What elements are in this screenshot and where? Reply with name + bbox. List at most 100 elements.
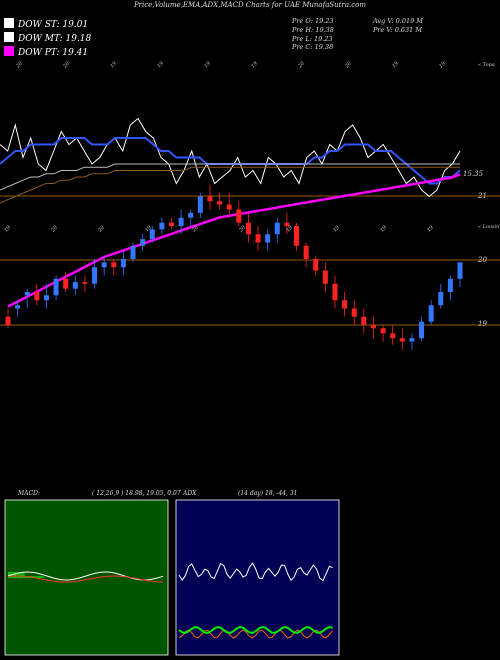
candle-body	[332, 283, 338, 301]
candle-body	[380, 328, 386, 334]
ema-date-tick: 20	[296, 60, 306, 70]
macd-histogram-bar	[23, 572, 25, 578]
candle-body	[72, 282, 78, 289]
candle-body	[274, 222, 280, 235]
macd-histogram-bar	[35, 576, 37, 578]
ema-date-tick: 20	[61, 60, 71, 70]
adx-minus-di-line	[178, 629, 333, 639]
ema-date-tick: 19	[156, 60, 165, 69]
info-high: Pre H: 19.38	[292, 26, 334, 34]
ema-series-line-3	[0, 166, 460, 204]
info-close: Pre C: 19.38	[292, 43, 334, 51]
candle-body	[245, 222, 251, 235]
legend-label: DOW MT: 19.18	[18, 34, 92, 44]
macd-histogram-bar	[42, 576, 44, 578]
macd-panel-bg	[4, 499, 169, 656]
macd-signal-line	[7, 575, 164, 583]
price-date-tick: 19	[3, 224, 12, 233]
price-date-tick: 19	[379, 224, 388, 233]
price-date-tick: 20	[96, 224, 106, 234]
candle-body	[428, 305, 434, 322]
ema-corner-label: « Topa	[478, 62, 495, 68]
candle-body	[438, 292, 444, 306]
price-date-tick: 20	[49, 224, 59, 234]
macd-histogram-bar	[16, 572, 18, 578]
candle-body	[419, 321, 425, 339]
candle-body	[399, 338, 405, 342]
candle-body	[140, 239, 146, 246]
price-level-19: 19	[478, 320, 487, 328]
candle-body	[15, 305, 21, 309]
ema-series-line-0	[0, 117, 461, 198]
candle-body	[313, 259, 319, 271]
ema-date-tick: 20	[14, 60, 24, 70]
candle-body	[303, 245, 309, 259]
price-date-tick: 20	[237, 224, 247, 234]
macd-values: ( 12,26,9 ) 18.98, 19.05, 0.07	[92, 490, 181, 497]
ema-date-tick: 19	[438, 60, 447, 69]
adx-line	[178, 562, 333, 582]
candle-body	[43, 295, 49, 301]
ema-date-tick: 20	[343, 60, 353, 70]
legend-swatch	[4, 46, 14, 56]
candle-body	[82, 282, 88, 284]
price-date-tick: 19	[426, 224, 435, 233]
candle-body	[149, 229, 155, 240]
ema-price-label: 15.35	[463, 170, 484, 178]
macd-histogram-bar	[39, 576, 41, 578]
macd-histogram-bar	[22, 572, 24, 578]
legend-dow-st: DOW ST: 19.01	[4, 18, 88, 30]
macd-histogram-bar	[40, 576, 42, 578]
macd-histogram-bar	[38, 576, 39, 578]
macd-histogram-bar	[20, 572, 21, 578]
candle-body	[168, 222, 174, 226]
candle-body	[207, 196, 213, 202]
candle-body	[217, 201, 223, 205]
macd-histogram-bar	[24, 576, 26, 578]
candle-body	[130, 245, 136, 259]
candle-body	[226, 204, 232, 210]
candle-body	[24, 292, 30, 296]
candle-body	[351, 308, 357, 317]
price-ema-line	[7, 173, 461, 308]
macd-histogram-bar	[34, 576, 36, 578]
macd-histogram-bar	[14, 572, 15, 578]
ema-date-tick: 19	[391, 60, 400, 69]
macd-line	[7, 571, 164, 581]
legend-swatch	[4, 18, 14, 28]
macd-label: MACD:	[18, 490, 40, 497]
candle-body	[188, 212, 194, 218]
price-date-tick: 19	[285, 224, 294, 233]
candle-body	[284, 222, 290, 226]
candle-body	[294, 226, 300, 246]
macd-histogram-bar	[18, 572, 20, 578]
ema-date-tick: 19	[109, 60, 118, 69]
macd-histogram-bar	[12, 572, 14, 578]
candle-body	[457, 262, 463, 279]
candle-body	[265, 234, 271, 243]
macd-histogram-bar	[36, 576, 38, 578]
candle-body	[370, 325, 376, 329]
legend-dow-mt: DOW MT: 19.18	[4, 32, 91, 44]
price-date-tick: 19	[144, 224, 153, 233]
candle-body	[159, 222, 165, 230]
legend-label: DOW PT: 19.41	[18, 48, 89, 58]
candle-body	[63, 278, 69, 289]
info-avg-volume: Avg V: 0.019 M	[373, 17, 423, 25]
ema-series-line-2	[0, 163, 460, 191]
info-open: Pre O: 19.23	[292, 17, 334, 25]
candle-body	[101, 262, 107, 268]
candle-body	[178, 217, 184, 226]
legend-dow-pt: DOW PT: 19.41	[4, 46, 88, 58]
adx-label: ADX	[183, 490, 197, 497]
price-date-tick: 20	[190, 224, 200, 234]
candle-body	[34, 292, 40, 301]
candle-body	[322, 270, 328, 284]
legend-label: DOW ST: 19.01	[18, 20, 89, 30]
candle-body	[390, 333, 396, 339]
macd-histogram-bar	[17, 572, 19, 578]
macd-histogram-bar	[15, 572, 17, 578]
info-pre-volume: Pre V: 0.631 M	[373, 26, 423, 34]
candle-body	[111, 262, 117, 268]
ema-date-tick: 19	[203, 60, 212, 69]
